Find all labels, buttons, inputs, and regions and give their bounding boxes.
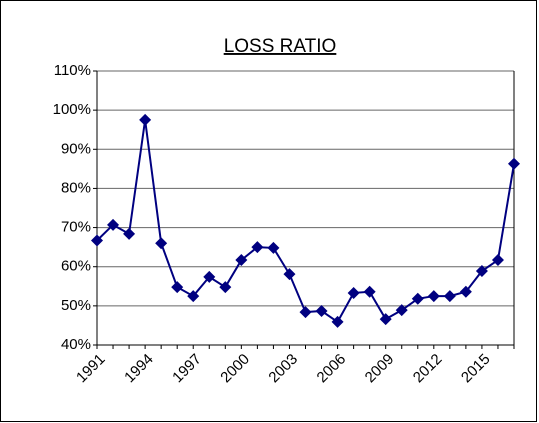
point	[411, 292, 424, 305]
point	[491, 254, 504, 267]
point	[91, 234, 103, 247]
chart-title: LOSS RATIO	[224, 36, 337, 57]
point	[363, 285, 376, 298]
point	[155, 237, 168, 250]
point	[379, 313, 392, 326]
point	[475, 265, 488, 278]
y-tick-label: 70%	[61, 219, 91, 236]
point	[331, 315, 344, 328]
point	[508, 157, 520, 170]
y-tick-label: 110%	[54, 62, 91, 79]
point	[203, 270, 216, 283]
point	[123, 227, 136, 240]
point	[459, 285, 472, 298]
point	[267, 241, 280, 254]
y-tick-label: 60%	[61, 258, 91, 275]
point	[171, 281, 184, 294]
point	[347, 286, 360, 299]
point	[219, 281, 232, 294]
y-tick-label: 50%	[61, 297, 91, 314]
point	[395, 304, 408, 317]
y-tick-label: 90%	[61, 140, 91, 157]
point	[139, 113, 152, 126]
y-tick-label: 100%	[53, 101, 91, 118]
y-tick-label: 40%	[61, 336, 91, 353]
point	[235, 254, 248, 267]
y-tick-label: 80%	[61, 179, 91, 196]
point	[299, 306, 312, 319]
point	[443, 290, 456, 303]
point	[283, 268, 296, 281]
point	[427, 290, 440, 303]
point	[251, 241, 264, 254]
point	[107, 218, 120, 231]
point	[315, 304, 328, 317]
point	[187, 290, 200, 303]
